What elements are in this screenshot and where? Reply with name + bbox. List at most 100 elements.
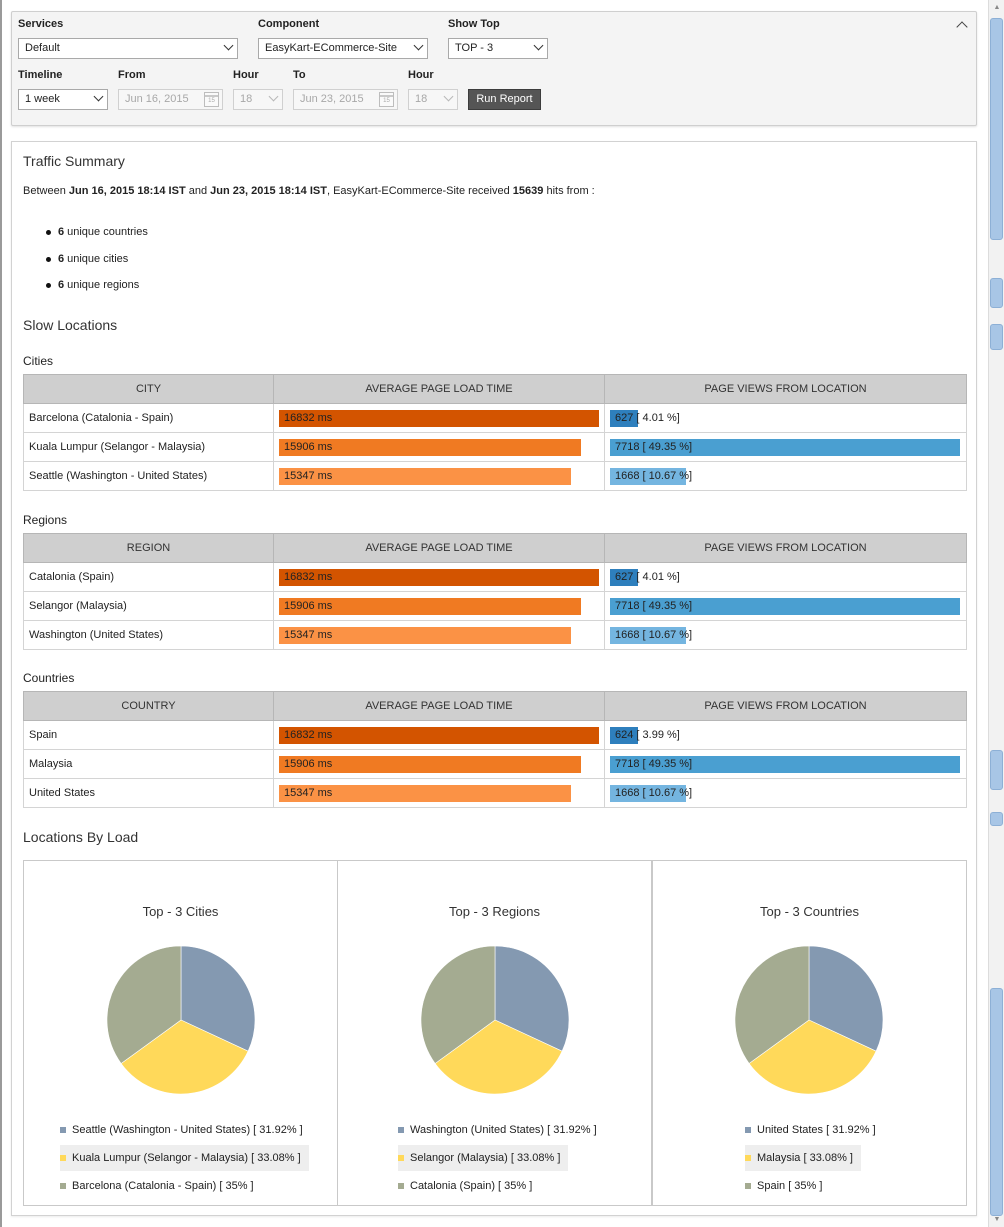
legend-swatch: [398, 1127, 404, 1133]
column-header[interactable]: AVERAGE PAGE LOAD TIME: [273, 374, 605, 404]
location-name: Barcelona (Catalonia - Spain): [23, 403, 274, 433]
column-header[interactable]: REGION: [23, 533, 274, 563]
column-header[interactable]: AVERAGE PAGE LOAD TIME: [273, 533, 605, 563]
legend-item[interactable]: United States [ 31.92% ]: [745, 1117, 884, 1143]
column-header[interactable]: PAGE VIEWS FROM LOCATION: [604, 374, 967, 404]
cities-table: CITY AVERAGE PAGE LOAD TIME PAGE VIEWS F…: [23, 374, 967, 491]
legend-item[interactable]: Kuala Lumpur (Selangor - Malaysia) [ 33.…: [60, 1145, 309, 1171]
load-time-bar: 15906 ms: [279, 756, 581, 773]
scroll-down-icon[interactable]: ▼: [993, 1216, 1001, 1223]
services-select[interactable]: Default: [18, 38, 238, 59]
page-views-bar: [610, 727, 638, 744]
page-views-percent: [ 4.01 %]: [636, 412, 680, 424]
scrollbar[interactable]: ▲ ▼: [988, 0, 1004, 1227]
page-views-cell: 7718 [ 49.35 %]: [604, 591, 967, 621]
component-select[interactable]: EasyKart-ECommerce-Site: [258, 38, 428, 59]
legend-item[interactable]: Catalonia (Spain) [ 35% ]: [398, 1173, 540, 1199]
chevron-down-icon: [443, 91, 454, 102]
legend-item[interactable]: Selangor (Malaysia) [ 33.08% ]: [398, 1145, 569, 1171]
chevron-down-icon: [223, 40, 234, 51]
page-views-cell: 7718 [ 49.35 %]: [604, 432, 967, 462]
calendar-icon[interactable]: 15: [379, 92, 394, 107]
stats-list: 6 unique countries 6 unique cities 6 unique…: [46, 226, 148, 306]
pie-chart: [106, 945, 256, 1095]
page-views-bar: [610, 569, 638, 586]
to-date-input[interactable]: Jun 23, 2015 15: [293, 89, 398, 110]
column-header[interactable]: PAGE VIEWS FROM LOCATION: [604, 533, 967, 563]
page-views-count: 627: [615, 571, 634, 583]
services-label: Services: [18, 18, 64, 30]
pie-slice[interactable]: [748, 1019, 877, 1095]
legend-item[interactable]: Spain [ 35% ]: [745, 1173, 830, 1199]
stat-label: unique regions: [67, 279, 140, 291]
from-hour-select[interactable]: 18: [233, 89, 283, 110]
page-views-label: 1668 [ 10.67 %]: [615, 785, 692, 802]
hour-label: Hour: [408, 69, 434, 81]
legend-label: Seattle (Washington - United States) [ 3…: [72, 1124, 303, 1136]
page-views-label: 624 [ 3.99 %]: [615, 727, 680, 744]
table-row: Washington (United States) 15347 ms 1668 […: [23, 620, 967, 650]
page-views-count: 624: [615, 729, 634, 741]
from-date-input[interactable]: Jun 16, 2015 15: [118, 89, 223, 110]
timeline-label: Timeline: [18, 69, 63, 81]
hour-label: Hour: [233, 69, 259, 81]
load-time-cell: 15347 ms: [273, 778, 605, 808]
stat-count: 6: [58, 252, 65, 265]
window-edge: [0, 0, 2, 1227]
traffic-summary-text: Between Jun 16, 2015 18:14 IST and Jun 2…: [23, 185, 595, 197]
regions-title: Regions: [23, 513, 68, 527]
page-views-count: 1668: [615, 629, 640, 641]
stat-countries: 6 unique countries: [46, 226, 148, 253]
column-header[interactable]: CITY: [23, 374, 274, 404]
load-time-bar: 15347 ms: [279, 627, 571, 644]
legend-item[interactable]: Washington (United States) [ 31.92% ]: [398, 1117, 605, 1143]
pie-slice[interactable]: [420, 945, 496, 1064]
pie-slice[interactable]: [734, 945, 810, 1064]
location-name: Seattle (Washington - United States): [23, 461, 274, 491]
timeline-select[interactable]: 1 week: [18, 89, 108, 110]
legend-item[interactable]: Seattle (Washington - United States) [ 3…: [60, 1117, 311, 1143]
page-views-count: 7718: [615, 758, 640, 770]
pie-slice[interactable]: [106, 945, 182, 1064]
component-value: EasyKart-ECommerce-Site: [265, 42, 398, 54]
legend-item[interactable]: Barcelona (Catalonia - Spain) [ 35% ]: [60, 1173, 262, 1199]
location-name: Catalonia (Spain): [23, 562, 274, 592]
load-time-bar: 15347 ms: [279, 468, 571, 485]
column-header[interactable]: COUNTRY: [23, 691, 274, 721]
page-views-percent: [ 4.01 %]: [636, 571, 680, 583]
page-views-label: 1668 [ 10.67 %]: [615, 468, 692, 485]
pie-title: Top - 3 Cities: [142, 904, 219, 919]
location-name: Kuala Lumpur (Selangor - Malaysia): [23, 432, 274, 462]
pie-slice[interactable]: [808, 945, 884, 1052]
component-label: Component: [258, 18, 320, 30]
pie-slice[interactable]: [494, 945, 570, 1052]
collapse-icon[interactable]: [956, 21, 968, 33]
show-top-select[interactable]: TOP - 3: [448, 38, 548, 59]
traffic-summary-title: Traffic Summary: [23, 153, 125, 169]
legend-label: Kuala Lumpur (Selangor - Malaysia) [ 33.…: [72, 1152, 301, 1164]
page-views-percent: [ 49.35 %]: [642, 441, 693, 453]
pie-slice[interactable]: [120, 1019, 249, 1095]
column-header[interactable]: AVERAGE PAGE LOAD TIME: [273, 691, 605, 721]
column-header[interactable]: PAGE VIEWS FROM LOCATION: [604, 691, 967, 721]
scroll-up-icon[interactable]: ▲: [993, 4, 1001, 11]
load-time-cell: 16832 ms: [273, 403, 605, 433]
pie-slice[interactable]: [180, 945, 256, 1052]
summary-suffix: hits from :: [546, 185, 595, 197]
from-label: From: [118, 69, 146, 81]
pie-slice[interactable]: [434, 1019, 563, 1095]
load-time-cell: 16832 ms: [273, 562, 605, 592]
load-time-bar: 15906 ms: [279, 439, 581, 456]
to-label: To: [293, 69, 306, 81]
load-time-cell: 15906 ms: [273, 591, 605, 621]
page-views-bar: [610, 410, 638, 427]
page-views-cell: 7718 [ 49.35 %]: [604, 749, 967, 779]
legend-item[interactable]: Malaysia [ 33.08% ]: [745, 1145, 861, 1171]
scrollbar-thumb[interactable]: [990, 988, 1003, 1216]
to-hour-select[interactable]: 18: [408, 89, 458, 110]
from-date-value: Jun 16, 2015: [125, 93, 189, 105]
summary-from-date: Jun 16, 2015 18:14 IST: [68, 185, 186, 197]
calendar-icon[interactable]: 15: [204, 92, 219, 107]
legend-label: Spain [ 35% ]: [757, 1180, 823, 1192]
run-report-button[interactable]: Run Report: [468, 89, 541, 110]
